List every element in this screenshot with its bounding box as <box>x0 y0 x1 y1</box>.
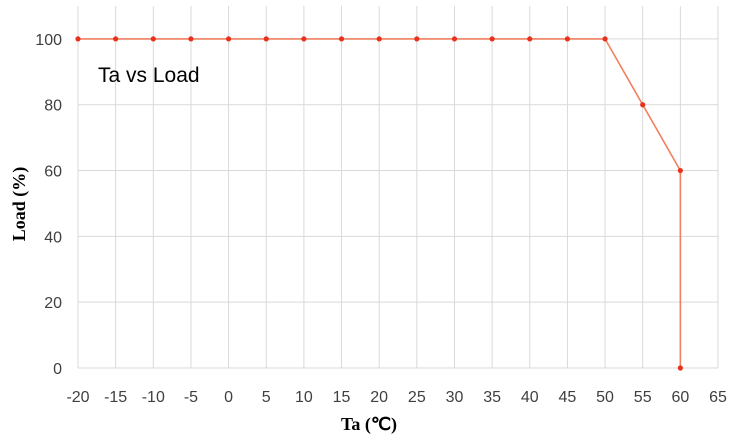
x-tick-label: 65 <box>709 389 727 406</box>
data-point <box>338 36 345 42</box>
x-tick-label: 50 <box>596 389 614 406</box>
data-point <box>150 36 156 42</box>
x-tick-label: 5 <box>262 389 271 406</box>
x-tick-label: 35 <box>483 389 501 406</box>
x-tick-label: 55 <box>634 389 652 406</box>
y-tick-label: 60 <box>44 164 62 181</box>
data-point <box>527 36 533 42</box>
x-tick-label: 60 <box>671 389 689 406</box>
y-tick-label: 100 <box>35 32 62 49</box>
data-point <box>113 36 119 42</box>
data-point <box>263 36 269 42</box>
series-line <box>78 38 682 368</box>
data-point <box>640 102 646 108</box>
data-point <box>677 365 683 371</box>
y-axis-title: Load (%) <box>9 167 30 242</box>
x-tick-label: 30 <box>446 389 464 406</box>
x-axis-title: Ta (℃) <box>341 414 397 435</box>
data-point <box>376 36 382 42</box>
x-tick-label: -10 <box>142 389 165 406</box>
data-point <box>489 36 495 42</box>
x-tick-label: -15 <box>104 389 127 406</box>
x-tick-label: 15 <box>333 389 351 406</box>
y-tick-label: 80 <box>44 98 62 115</box>
data-point <box>301 36 307 42</box>
data-point <box>677 167 683 174</box>
y-tick-label: 40 <box>44 229 62 246</box>
data-point <box>451 36 458 42</box>
data-point <box>188 36 194 42</box>
y-tick-label: 0 <box>53 361 62 378</box>
data-point <box>225 36 232 42</box>
x-tick-labels: -20 -15 -10 -5 0 5 10 15 20 25 30 35 40 45 50 55 60 65 <box>66 389 727 406</box>
x-tick-label: 0 <box>224 389 233 406</box>
data-point <box>75 36 81 42</box>
data-point <box>414 36 420 42</box>
y-tick-labels: 0 20 40 60 80 100 <box>35 32 62 378</box>
x-tick-label: -20 <box>66 389 89 406</box>
x-tick-label: -5 <box>184 389 198 406</box>
data-point <box>602 36 608 42</box>
x-tick-label: 25 <box>408 389 426 406</box>
data-point <box>564 36 571 42</box>
grid-lines <box>77 6 719 369</box>
x-tick-label: 10 <box>295 389 313 406</box>
x-tick-label: 20 <box>370 389 388 406</box>
x-tick-label: 45 <box>559 389 577 406</box>
y-tick-label: 20 <box>44 295 62 312</box>
x-tick-label: 40 <box>521 389 539 406</box>
chart-title: Ta vs Load <box>98 64 200 87</box>
series-group <box>75 36 683 371</box>
